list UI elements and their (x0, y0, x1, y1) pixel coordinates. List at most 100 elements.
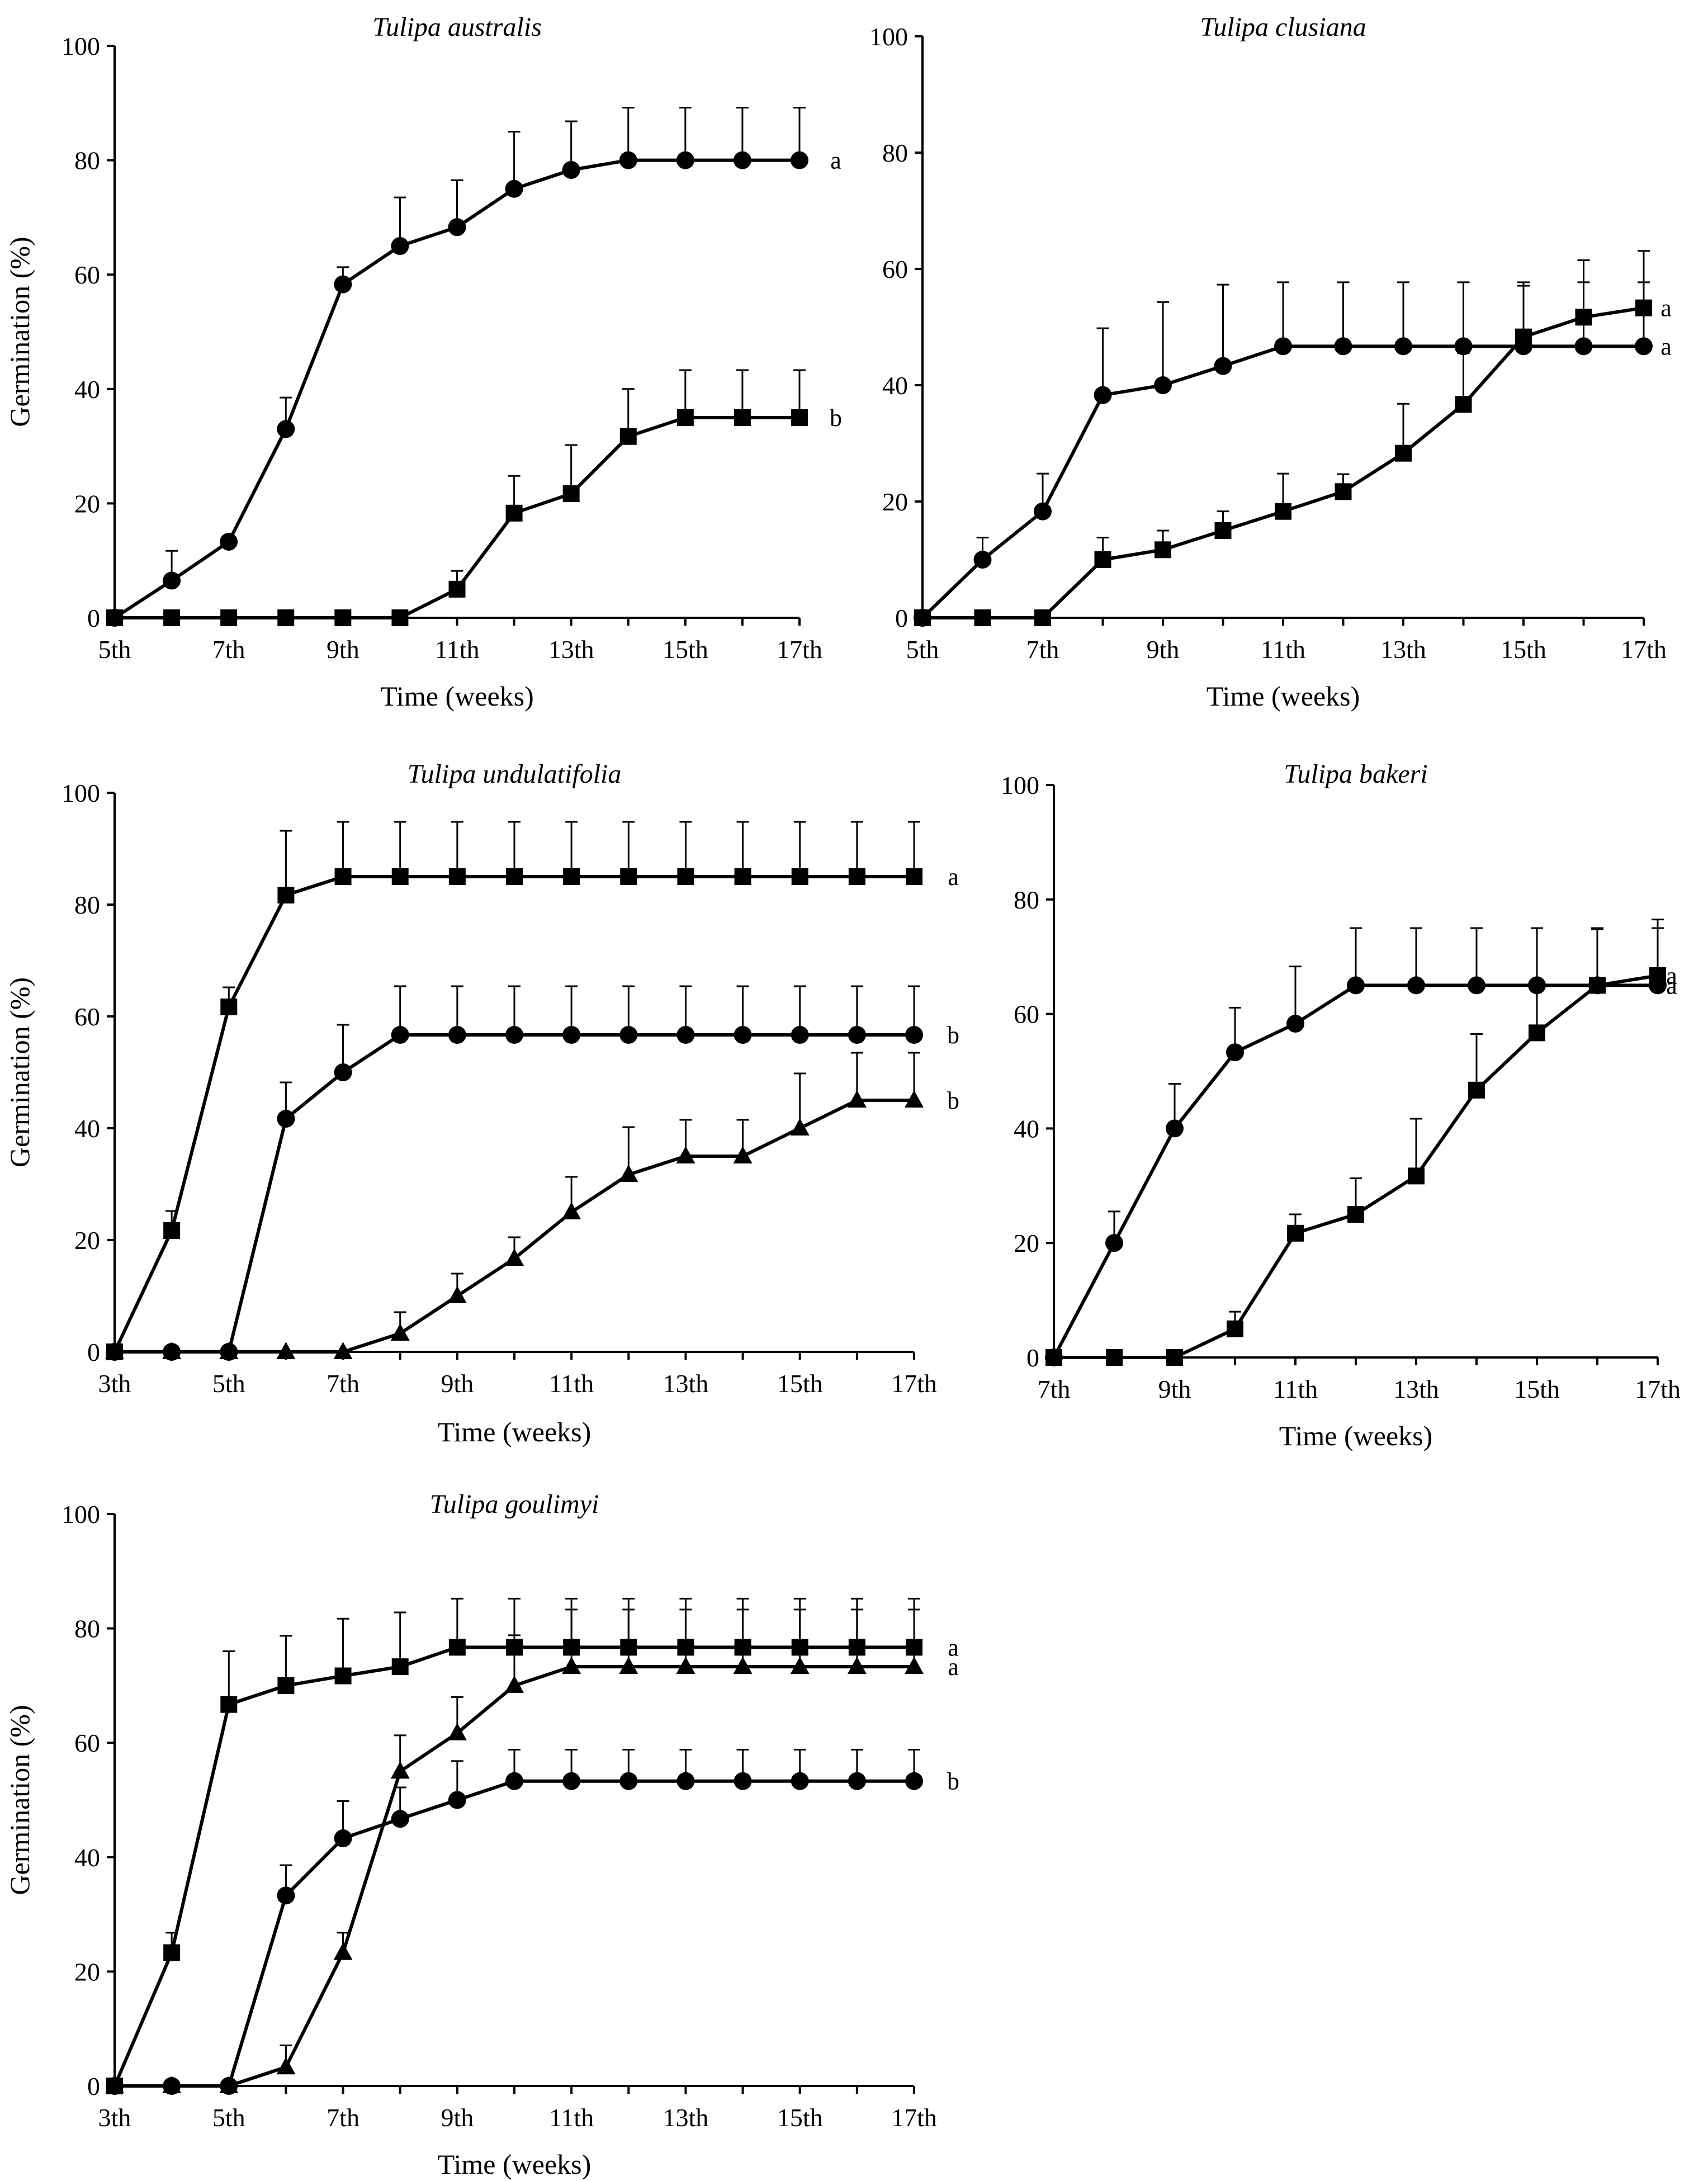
series-line (115, 1779, 914, 2088)
data-point-square (163, 609, 181, 626)
data-point-circle (448, 218, 466, 236)
data-point-circle (733, 151, 751, 169)
data-point-triangle (447, 1286, 467, 1303)
significance-letter: a (948, 1634, 959, 1661)
data-point-square (1589, 977, 1606, 994)
data-point-circle (1334, 337, 1352, 356)
data-point-square (1635, 299, 1652, 316)
x-tick-label: 15th (1501, 635, 1546, 664)
data-point-triangle (105, 1342, 124, 1359)
data-point-square (277, 887, 295, 903)
data-point-square (220, 609, 238, 626)
x-tick-label: 7th (1026, 635, 1059, 664)
data-point-triangle (905, 1090, 924, 1108)
x-tick-label: 3th (98, 1369, 131, 1398)
data-point-square (734, 409, 751, 426)
data-point-circle (1635, 337, 1653, 356)
x-tick-label: 13th (1380, 635, 1426, 664)
x-tick-label: 3th (98, 2103, 131, 2132)
data-point-triangle (733, 1146, 753, 1163)
chart-panel-2: 0 20 40 60 80 100 5th 7th 9th 11th 13th 15th 17th Tul… (869, 12, 1672, 712)
chart-title: Tulipa bakeri (1284, 759, 1427, 789)
data-point-square (448, 1639, 466, 1656)
x-tick-label: 9th (1158, 1375, 1191, 1403)
series-line (115, 1033, 914, 1354)
data-point-triangle (790, 1118, 810, 1136)
chart-title: Tulipa goulimyi (430, 1489, 599, 1519)
x-tick-label: 17th (1635, 1375, 1681, 1403)
series-triangle: b (105, 1052, 959, 1359)
data-point-circle (1407, 976, 1425, 995)
x-tick-label: 13th (663, 2103, 709, 2132)
data-point-triangle (333, 1942, 353, 1960)
series-circle: a (1045, 927, 1677, 1366)
data-point-circle (848, 1026, 866, 1044)
data-point-circle (220, 532, 238, 551)
y-tick-label: 100 (1001, 771, 1039, 799)
data-point-circle (277, 1886, 295, 1905)
x-tick-label: 7th (327, 2103, 359, 2132)
significance-letter: a (1666, 962, 1677, 990)
data-point-circle (562, 1772, 581, 1790)
data-point-circle (676, 1772, 695, 1790)
significance-letter: a (1660, 333, 1672, 360)
significance-letter: b (830, 404, 842, 432)
data-point-circle (1454, 337, 1473, 356)
data-point-circle (734, 1026, 752, 1044)
data-point-circle (505, 179, 523, 198)
significance-letter: b (947, 1768, 959, 1795)
data-point-circle (1034, 502, 1052, 521)
data-point-circle (1274, 337, 1292, 356)
series-square: a (106, 1597, 959, 2094)
chart-title: Tulipa australis (372, 12, 542, 42)
chart-panel-4: 0 20 40 60 80 100 7th 9th 11th 13th 15th 17th Tulipa… (1001, 759, 1681, 1451)
data-point-square (562, 485, 580, 503)
data-point-circle (734, 1772, 752, 1790)
x-tick-label: 13th (1393, 1375, 1439, 1403)
data-point-circle (973, 551, 992, 569)
data-point-circle (676, 151, 694, 169)
data-point-circle (562, 160, 580, 179)
data-point-square (1106, 1349, 1123, 1366)
data-point-square (1395, 444, 1412, 462)
data-point-circle (791, 1772, 809, 1790)
data-point-square (334, 1667, 352, 1685)
y-tick-label: 0 (87, 604, 100, 632)
data-point-triangle (276, 2057, 296, 2075)
series-square: b (106, 369, 842, 626)
data-point-square (1408, 1167, 1425, 1185)
y-tick-label: 60 (74, 1002, 100, 1031)
series-square: a (1045, 919, 1677, 1366)
x-axis-title: Time (weeks) (438, 1416, 592, 1447)
data-point-square (448, 868, 466, 885)
data-point-square (974, 609, 991, 626)
y-tick-label: 40 (74, 375, 100, 404)
x-tick-label: 5th (98, 635, 131, 664)
x-tick-label: 11th (1273, 1375, 1318, 1403)
data-point-square (277, 1677, 295, 1694)
data-point-square (505, 504, 523, 522)
data-point-square (334, 609, 352, 626)
data-point-square (106, 609, 123, 626)
data-point-square (1214, 522, 1232, 539)
series-square: a (914, 250, 1672, 626)
x-tick-label: 9th (1147, 635, 1180, 664)
significance-letter: a (948, 863, 959, 891)
y-tick-label: 0 (87, 1338, 100, 1366)
data-point-square (1227, 1320, 1243, 1337)
data-point-square (1468, 1081, 1485, 1099)
data-point-circle (391, 1026, 409, 1044)
data-point-circle (1166, 1119, 1184, 1138)
y-tick-label: 80 (882, 139, 908, 167)
data-point-circle (391, 1810, 409, 1828)
data-point-circle (905, 1772, 923, 1790)
data-point-square (1287, 1224, 1304, 1242)
data-point-square (734, 868, 751, 885)
y-tick-label: 20 (74, 1957, 100, 1986)
data-point-square (563, 868, 580, 885)
y-tick-label: 20 (74, 489, 100, 518)
y-tick-label: 20 (882, 488, 908, 516)
x-tick-label: 9th (441, 1369, 474, 1398)
series-line (115, 1099, 914, 1354)
data-point-square (391, 1658, 409, 1676)
